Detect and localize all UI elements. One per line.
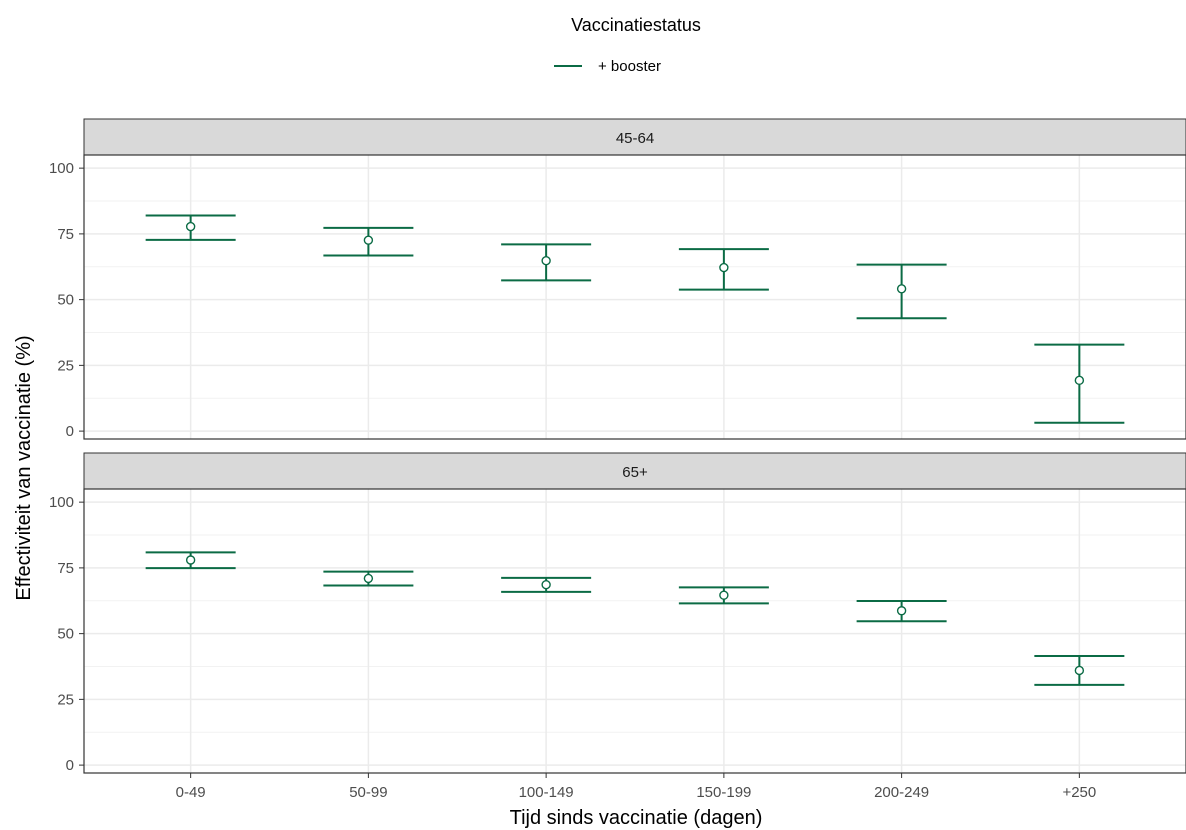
y-tick-label: 0 <box>66 423 74 440</box>
estimate-point <box>1074 665 1085 676</box>
panel-border <box>83 154 1186 440</box>
y-tick-label: 75 <box>57 560 74 577</box>
legend-title: Vaccinatiestatus <box>571 15 701 35</box>
facet-strip-label: 65+ <box>622 464 648 481</box>
facet-panel-65plus: 0 25 50 75 100 65+ <box>49 452 1186 774</box>
x-axis-tick-labels: 0-49 50-99 100-149 150-199 200-249 +250 <box>176 773 1096 801</box>
panel-background <box>84 155 1186 439</box>
estimate-point <box>719 262 729 273</box>
x-tick-label: 50-99 <box>349 784 387 801</box>
y-tick-label: 100 <box>49 494 74 511</box>
facet-strip-label: 45-64 <box>616 130 654 147</box>
facet-strip <box>83 452 1186 490</box>
panel-border <box>83 488 1186 774</box>
x-tick-label: 150-199 <box>696 784 751 801</box>
estimate-point <box>185 555 196 565</box>
estimate-point <box>185 221 196 232</box>
estimate-point <box>719 590 729 600</box>
estimate-point <box>363 235 374 245</box>
panel-background <box>84 489 1186 773</box>
estimate-point <box>541 580 551 590</box>
estimate-point <box>363 573 374 584</box>
y-tick-label: 0 <box>66 757 74 774</box>
x-axis-title: Tijd sinds vaccinatie (dagen) <box>510 807 763 829</box>
estimate-point <box>896 284 907 294</box>
estimate-point <box>1074 375 1085 386</box>
x-tick-label: 200-249 <box>874 784 929 801</box>
legend-label-booster: + booster <box>598 58 661 75</box>
y-tick-label: 50 <box>57 626 74 643</box>
y-tick-label: 75 <box>57 226 74 243</box>
facet-strip <box>83 118 1186 156</box>
y-axis-title: Effectiviteit van vaccinatie (%) <box>13 335 35 600</box>
estimate-point <box>896 606 907 616</box>
y-tick-label: 25 <box>57 691 74 708</box>
y-tick-label: 50 <box>57 292 74 309</box>
y-tick-label: 25 <box>57 357 74 374</box>
facet-panel-45-64: 0 25 50 75 100 45-64 <box>49 118 1186 440</box>
x-tick-label: 100-149 <box>519 784 574 801</box>
estimate-point <box>541 256 551 266</box>
x-tick-label: 0-49 <box>176 784 206 801</box>
legend: Vaccinatiestatus + booster <box>554 15 701 75</box>
x-tick-label: +250 <box>1062 784 1096 801</box>
y-tick-label: 100 <box>49 160 74 177</box>
